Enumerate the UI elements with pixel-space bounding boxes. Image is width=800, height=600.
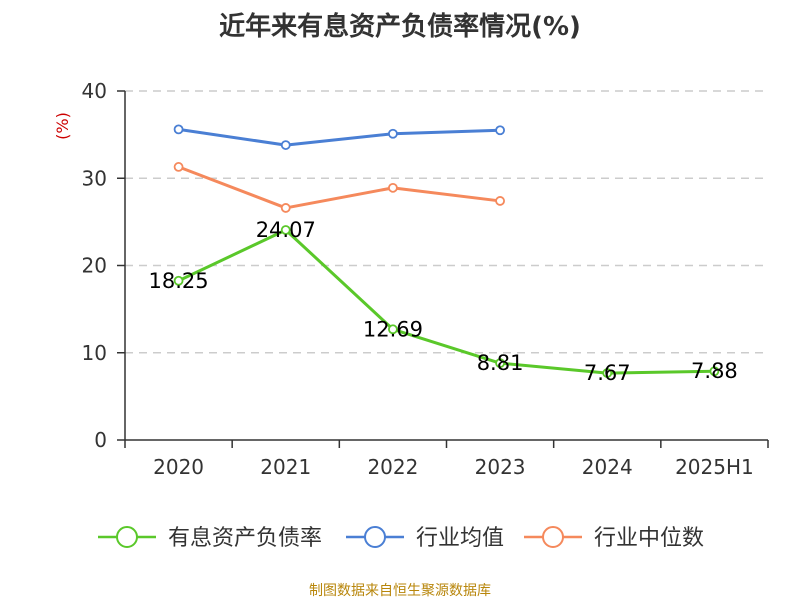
- x-tick-label: 2022: [367, 455, 418, 479]
- y-axis-unit: (%): [53, 112, 72, 140]
- series-point-2: [173, 162, 184, 172]
- legend-marker: [364, 526, 386, 548]
- series-point-2: [388, 182, 398, 193]
- data-label: 24.07: [256, 218, 316, 242]
- chart-title: 近年来有息资产负债率情况(%): [219, 12, 581, 42]
- y-tick-label: 10: [82, 341, 107, 365]
- x-tick-label: 2023: [475, 455, 526, 479]
- series-point-0: [602, 368, 613, 378]
- data-label: 18.25: [149, 269, 209, 293]
- data-label: 8.81: [477, 351, 524, 375]
- x-tick-label: 2020: [153, 455, 204, 479]
- y-tick-label: 30: [82, 166, 107, 190]
- y-tick-label: 40: [82, 79, 107, 103]
- series-point-2: [495, 196, 505, 206]
- series-point-1: [388, 128, 398, 139]
- data-label: 7.88: [691, 359, 738, 383]
- series-line-1: [178, 127, 501, 147]
- data-label: 7.67: [584, 361, 631, 385]
- series-point-0: [495, 358, 505, 369]
- series-point-2: [280, 203, 291, 213]
- series-point-0: [388, 324, 398, 335]
- x-tick-label: 2021: [260, 455, 311, 479]
- series-line-2: [178, 165, 501, 210]
- series-point-1: [173, 124, 184, 135]
- series-point-1: [495, 125, 505, 136]
- series-point-0: [173, 275, 184, 286]
- x-tick-label: 2024: [582, 455, 633, 479]
- series-line-0: [177, 228, 715, 375]
- legend-label: 行业中位数: [594, 526, 704, 551]
- legend-marker: [542, 526, 564, 548]
- y-tick-label: 20: [82, 254, 107, 278]
- data-label: 12.69: [363, 317, 423, 341]
- legend-label: 有息资产负债率: [168, 526, 322, 551]
- source-note: 制图数据来自恒生聚源数据库: [309, 583, 491, 599]
- y-tick-label: 0: [94, 428, 107, 452]
- x-tick-label: 2025H1: [675, 455, 754, 479]
- series-point-1: [280, 140, 291, 150]
- series-point-0: [709, 366, 720, 377]
- series-point-0: [280, 225, 291, 235]
- legend-marker: [116, 526, 138, 548]
- legend-label: 行业均值: [416, 526, 504, 551]
